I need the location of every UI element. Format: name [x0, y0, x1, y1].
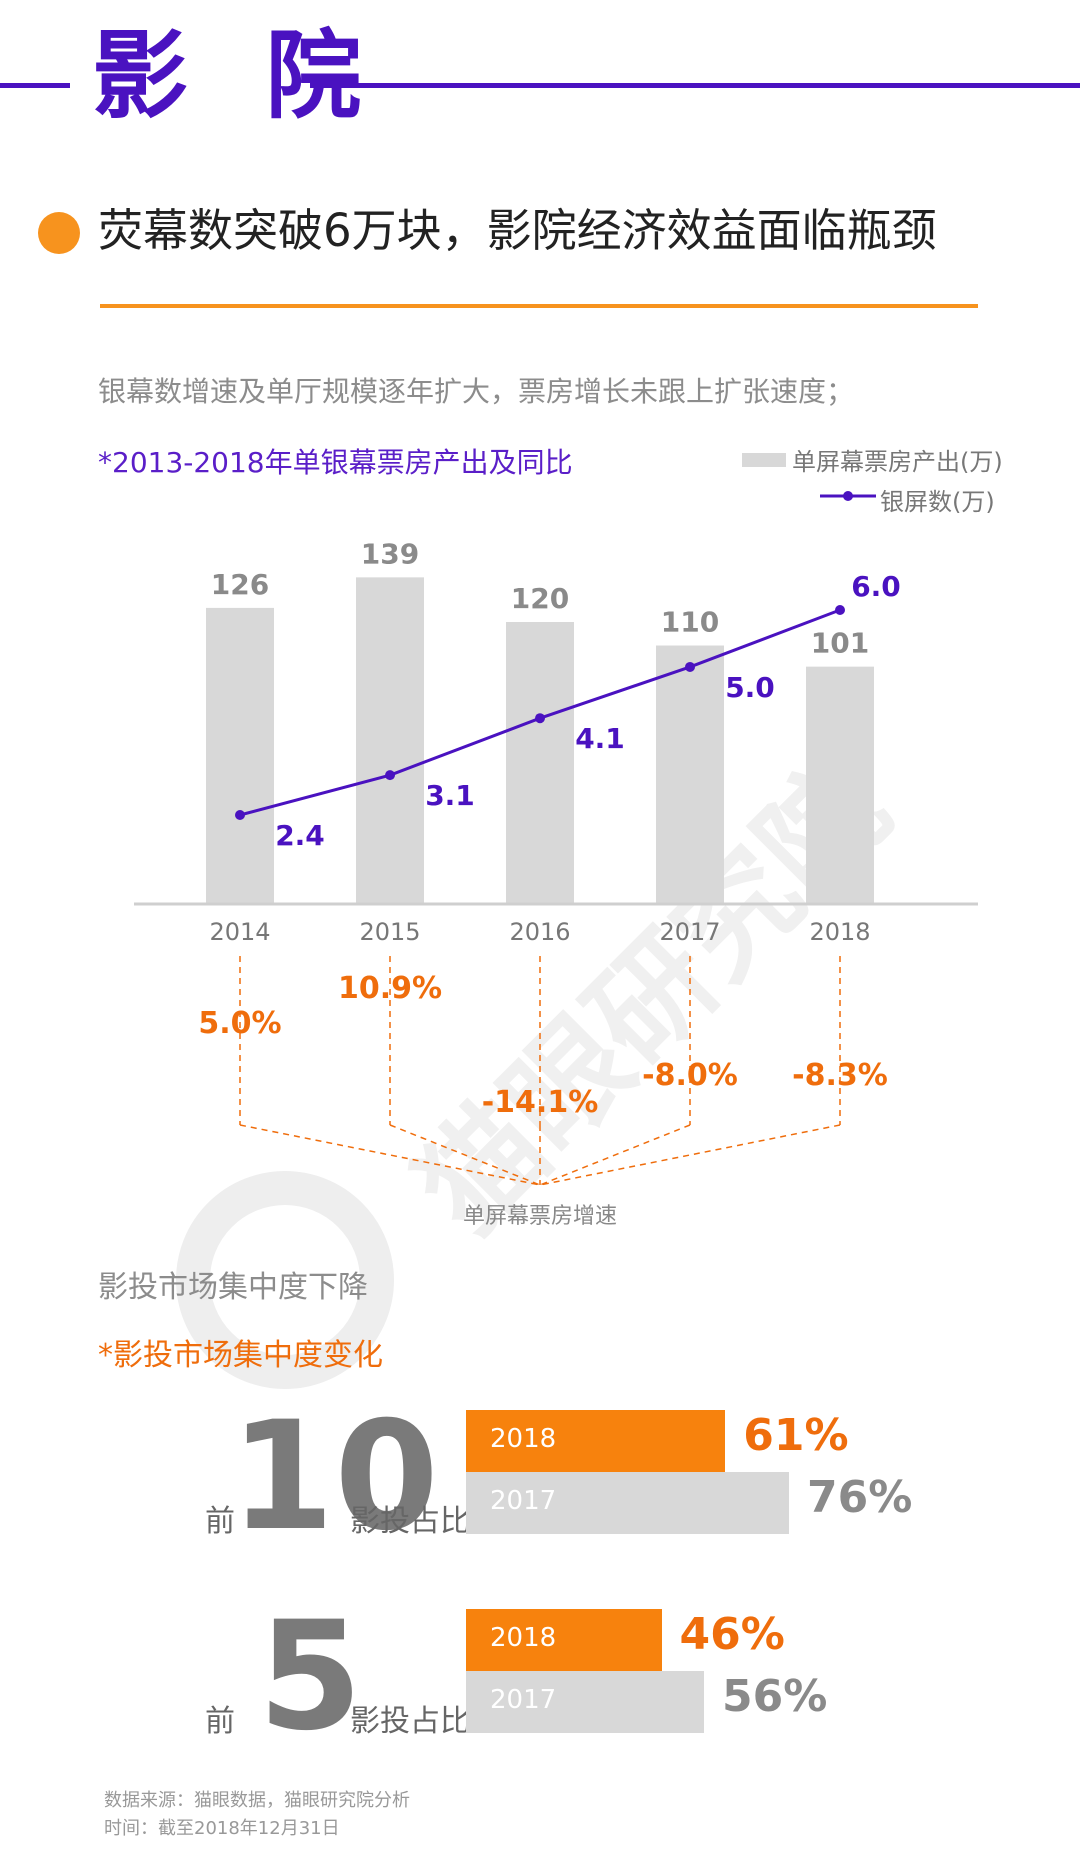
bar-value-label: 120: [511, 582, 569, 615]
bar-value-label: 126: [211, 568, 269, 601]
line-point: [385, 770, 395, 781]
section2-title: 影投市场集中度下降: [98, 1270, 368, 1305]
chart-title: *2013-2018年单银幕票房产出及同比: [98, 446, 573, 479]
hbar-top10-2017: 2017: [466, 1472, 789, 1534]
growth-label: -8.0%: [642, 1058, 738, 1093]
growth-label: -14.1%: [482, 1085, 599, 1120]
rank-prefix: 前: [205, 1704, 235, 1739]
bar-value-label: 101: [811, 627, 869, 660]
headline: 荧幕数突破6万块，影院经济效益面临瓶颈: [98, 204, 937, 257]
hbar-year: 2017: [490, 1685, 557, 1715]
hbar-top10-2018: 2018: [466, 1410, 726, 1472]
hbar-year: 2018: [490, 1424, 557, 1454]
hbar-value: 76%: [807, 1472, 913, 1523]
bar: [806, 666, 874, 904]
line-value-label: 2.4: [275, 819, 325, 852]
page-title: 影 院: [92, 20, 384, 132]
hbar-year: 2018: [490, 1623, 557, 1653]
growth-label: -8.3%: [792, 1058, 888, 1093]
time-note: 时间：截至2018年12月31日: [104, 1818, 340, 1839]
x-tick-label: 2014: [209, 918, 270, 946]
line-value-label: 6.0: [851, 570, 901, 603]
bar-value-label: 110: [661, 606, 719, 639]
growth-label: 10.9%: [338, 971, 442, 1006]
line-value-label: 4.1: [575, 722, 625, 755]
hbar-value: 46%: [679, 1609, 785, 1660]
intro-text: 银幕数增速及单厅规模逐年扩大，票房增长未跟上扩张速度；: [98, 375, 855, 408]
section2-chart-title: *影投市场集中度变化: [98, 1338, 383, 1373]
bar: [206, 607, 274, 904]
share-label: 影投占比: [350, 1704, 470, 1739]
growth-connector: [539, 1124, 691, 1186]
x-tick-label: 2017: [659, 918, 720, 946]
legend-bar-label: 单屏幕票房产出(万): [792, 448, 1003, 476]
legend-line-label: 银屏数(万): [880, 488, 995, 516]
bar: [506, 622, 574, 904]
growth-connector: [389, 1124, 541, 1186]
bullet-dot: [38, 212, 80, 254]
header-line-left: [0, 83, 70, 88]
rank-number: 5: [258, 1590, 363, 1764]
bar: [656, 645, 724, 904]
bar-value-label: 139: [361, 537, 419, 570]
header-line-right: [310, 83, 1080, 88]
x-tick-label: 2015: [359, 918, 420, 946]
line-value-label: 3.1: [425, 779, 475, 812]
watermark-logo: [176, 1171, 394, 1389]
bar: [356, 577, 424, 904]
line-point: [835, 605, 845, 615]
source-note: 数据来源：猫眼数据，猫眼研究院分析: [104, 1790, 410, 1811]
growth-connector: [539, 1124, 841, 1186]
rank-prefix: 前: [205, 1504, 235, 1539]
legend-bar-swatch: [742, 453, 786, 467]
line-point: [535, 713, 545, 724]
hbar-value: 61%: [743, 1410, 849, 1461]
share-label: 影投占比: [350, 1504, 470, 1539]
rank-number: 10: [230, 1390, 439, 1564]
divider: [100, 304, 978, 308]
hbar-year: 2017: [490, 1486, 557, 1516]
growth-caption: 单屏幕票房增速: [463, 1204, 617, 1229]
line-point: [235, 810, 245, 820]
growth-label: 5.0%: [198, 1006, 281, 1041]
combo-chart: 126 139 120 110 101 2.4 3.1 4.1 5.0 6.0 2014 2015 20…: [134, 537, 978, 1229]
hbar-top5-2018: 2018: [466, 1609, 662, 1671]
hbar-top5-2017: 2017: [466, 1671, 704, 1733]
line-value-label: 5.0: [725, 671, 775, 704]
hbar-value: 56%: [722, 1671, 828, 1722]
growth-connector: [239, 1124, 541, 1186]
x-tick-label: 2016: [509, 918, 570, 946]
legend-line-swatch: [820, 491, 876, 501]
x-tick-label: 2018: [809, 918, 870, 946]
line-point: [685, 661, 695, 672]
